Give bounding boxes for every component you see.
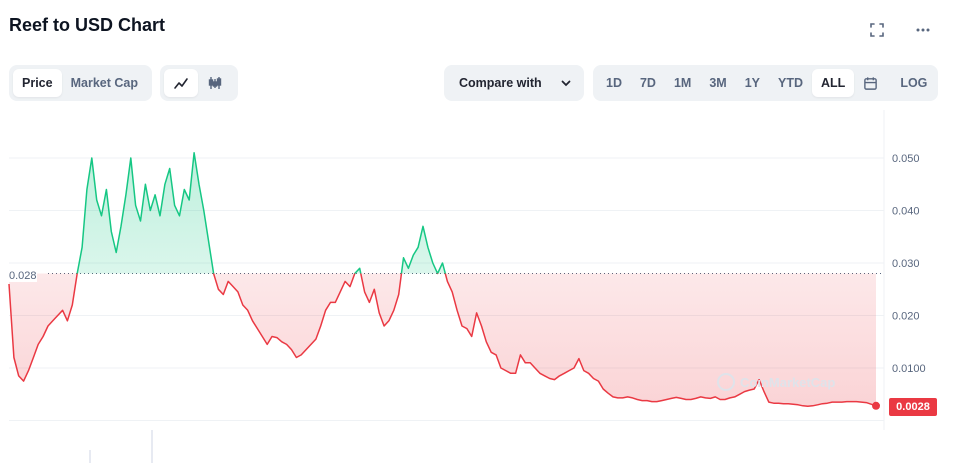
area-fill: [9, 152, 876, 407]
calendar-icon: [864, 76, 878, 90]
price-line-up: [76, 152, 447, 274]
y-axis: 0.050 0.040 0.030 0.020 0.0100: [892, 153, 926, 375]
current-price-dot: [872, 401, 880, 410]
time-range-tabs: 1D 7D 1M 3M 1Y YTD ALL LOG: [593, 65, 938, 101]
date-range-button[interactable]: [854, 69, 887, 97]
y-tick-label: 0.040: [892, 206, 920, 218]
watermark: CoinMarketCap: [717, 373, 835, 391]
coinmarketcap-logo-icon: [717, 373, 735, 391]
price-line-down: [8, 273, 877, 408]
reference-price-label: 0.028: [9, 270, 37, 282]
range-1m[interactable]: 1M: [673, 76, 692, 90]
chart-style-tabs: [160, 65, 238, 101]
chart-type-tabs: Price Market Cap: [9, 65, 152, 101]
range-ytd[interactable]: YTD: [778, 76, 804, 90]
range-all[interactable]: ALL: [812, 69, 855, 97]
more-icon[interactable]: [913, 20, 933, 40]
range-3m[interactable]: 3M: [709, 76, 727, 90]
range-7d[interactable]: 7D: [639, 76, 656, 90]
compare-with-dropdown[interactable]: Compare with: [444, 65, 584, 101]
area-fill-down: [9, 273, 876, 407]
y-tick-label: 0.030: [892, 258, 920, 270]
y-tick-label: 0.050: [892, 153, 920, 165]
fullscreen-icon[interactable]: [867, 20, 887, 40]
compare-with-label: Compare with: [459, 76, 542, 90]
price-chart[interactable]: 0.050 0.040 0.030 0.020 0.0100 CoinMarketCap…: [0, 110, 957, 463]
tab-price[interactable]: Price: [13, 69, 62, 97]
log-scale-toggle[interactable]: LOG: [900, 76, 928, 90]
current-price-badge: 0.0028: [889, 398, 937, 416]
page-title: Reef to USD Chart: [9, 15, 166, 35]
range-1y[interactable]: 1Y: [744, 76, 761, 90]
price-line: [8, 152, 880, 410]
y-tick-label: 0.0100: [892, 363, 926, 375]
line-chart-icon: [174, 78, 188, 89]
range-1d[interactable]: 1D: [606, 76, 622, 90]
chevron-down-icon: [561, 80, 571, 87]
area-fill-up: [9, 152, 876, 274]
price-chart-svg: 0.050 0.040 0.030 0.020 0.0100: [8, 110, 926, 463]
candlestick-button[interactable]: [198, 69, 232, 97]
candlestick-icon: [208, 77, 222, 89]
y-tick-label: 0.020: [892, 311, 920, 323]
watermark-text: CoinMarketCap: [740, 374, 836, 390]
tab-market-cap[interactable]: Market Cap: [70, 76, 138, 90]
line-chart-button[interactable]: [164, 69, 198, 97]
